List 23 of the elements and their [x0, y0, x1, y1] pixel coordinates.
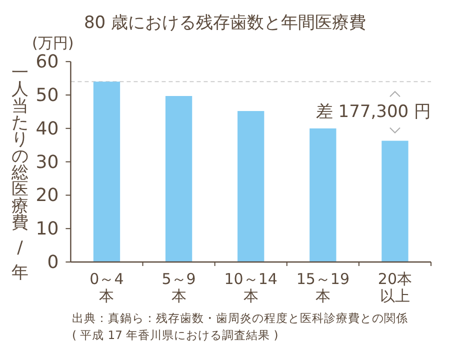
text: 一人当たりの総医療費 / 年: [12, 63, 28, 283]
y-tick-label: 10: [36, 218, 59, 240]
annotation: 差 177,300 円: [316, 102, 431, 122]
bar: [310, 128, 336, 262]
y-tick-label: 20: [36, 185, 59, 206]
bar: [93, 82, 120, 262]
bar: [238, 111, 264, 262]
bar: [382, 140, 408, 262]
x-tick-label: 15～19本: [296, 270, 350, 305]
y-tick-label: 60: [36, 52, 59, 73]
y-tick-label: 0: [47, 252, 59, 273]
chart-title: 80 歳における残存歯数と年間医療費: [84, 13, 366, 33]
text: ( 平成 17 年香川県における調査結果 ): [72, 328, 278, 342]
y-tick-label: 30: [36, 152, 59, 173]
x-tick-label: 5～9本: [162, 270, 196, 305]
x-tick-label: 20本以上: [378, 270, 412, 305]
text: (万円): [32, 34, 74, 52]
y-tick-label: 40: [36, 118, 59, 140]
x-tick-label: 10～14本: [224, 270, 278, 305]
source-note: 出典：真鍋ら：残存歯数・歯周炎の程度と医科診療費との関係: [72, 311, 408, 325]
y-tick-label: 50: [36, 85, 59, 106]
bar: [165, 96, 192, 262]
x-tick-label: 0～4本: [90, 270, 124, 305]
